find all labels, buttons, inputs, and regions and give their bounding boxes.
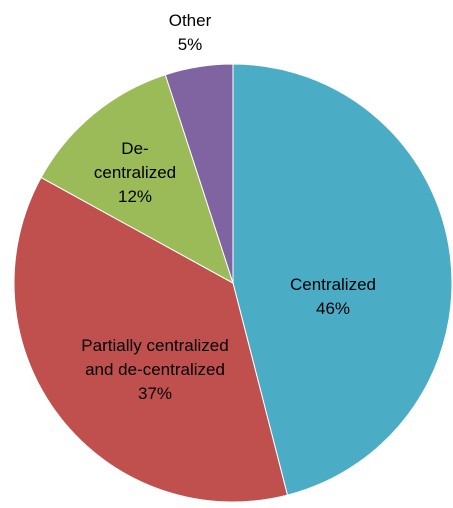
slice-label: De-centralized 12% <box>88 137 183 209</box>
pie-slice <box>40 74 234 285</box>
category-label: Other <box>168 11 212 30</box>
value-label: 46% <box>315 299 351 318</box>
pie-slice <box>232 63 453 496</box>
value-label: 12% <box>117 187 153 206</box>
value-label: 37% <box>137 384 173 403</box>
slice-label: Centralized 46% <box>253 273 413 321</box>
category-label: Partially centralized and de-centralized <box>81 336 229 379</box>
category-label: Centralized <box>290 275 376 294</box>
category-label: De-centralized <box>93 139 177 182</box>
slice-label: Other 5% <box>150 9 230 57</box>
pie-slice <box>13 176 289 503</box>
value-label: 5% <box>177 35 203 54</box>
slice-label: Partially centralized and de-centralized… <box>80 334 230 406</box>
pie-slice <box>164 63 234 284</box>
